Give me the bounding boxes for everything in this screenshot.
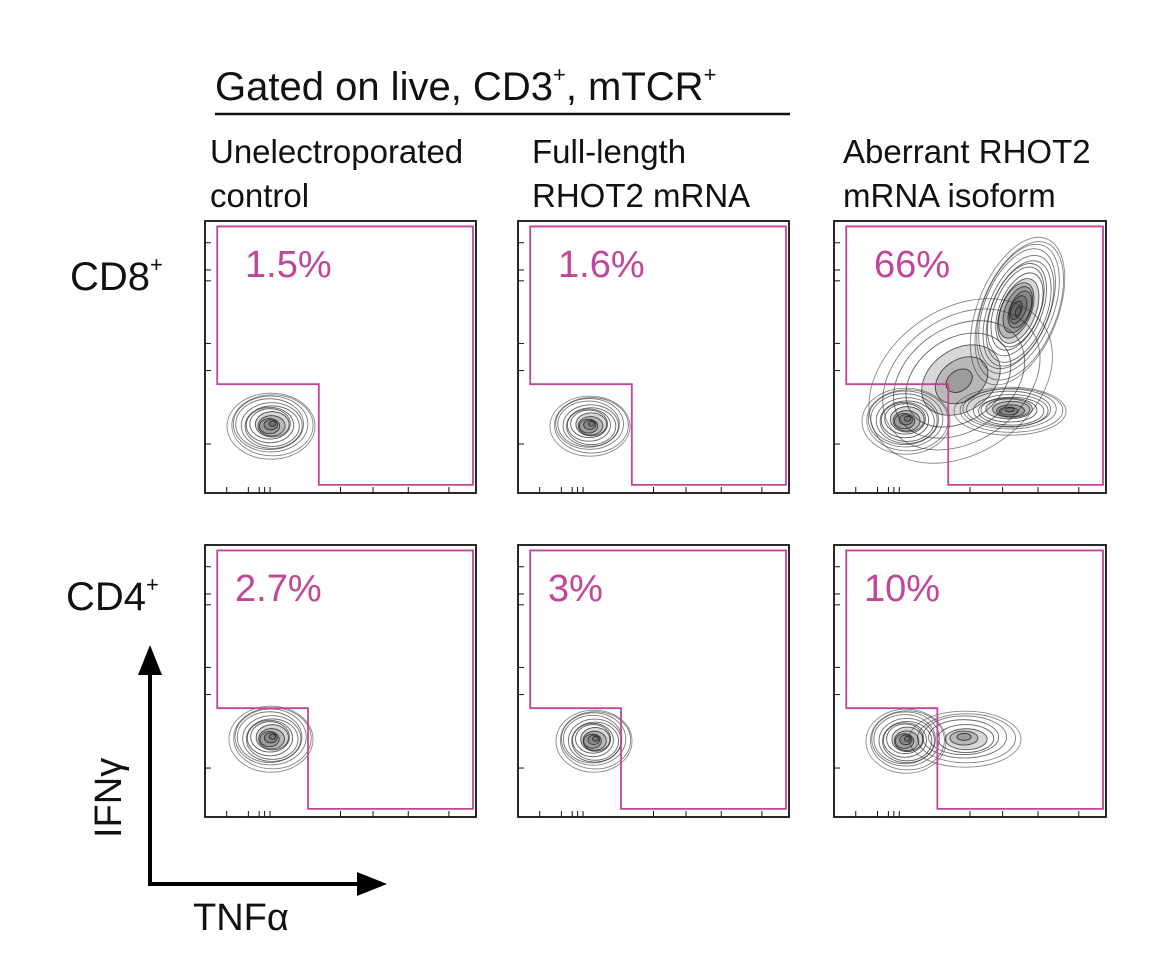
axis-ticks: [205, 566, 450, 817]
gate-percentage: 2.7%: [235, 568, 322, 610]
panel-cd8-aberrant: 66%: [833, 220, 1107, 494]
svg-text:Full-length: Full-length: [532, 133, 686, 170]
panel-cd8-unelectroporated: 1.5%: [204, 220, 477, 494]
axis-ticks: [518, 566, 763, 817]
contour-density: [865, 708, 1022, 774]
gate-outline: [845, 225, 1104, 486]
axis-ticks: [834, 242, 1080, 493]
row-label-cd8: CD8+: [70, 252, 163, 299]
gate-outline: [216, 225, 474, 486]
axis-ticks: [834, 566, 1080, 817]
row-label-cd4: CD4+: [66, 572, 159, 619]
svg-text:RHOT2 mRNA: RHOT2 mRNA: [532, 177, 750, 214]
arrow-right-icon: [357, 872, 387, 896]
svg-text:Aberrant RHOT2: Aberrant RHOT2: [843, 133, 1091, 170]
contour-density: [228, 705, 314, 773]
contour-density: [861, 236, 1067, 464]
header-title: Gated on live, CD3+, mTCR+: [215, 62, 716, 109]
gate-percentage: 1.6%: [558, 244, 645, 286]
column-header-unelectroporated: Unelectroporated control: [210, 133, 463, 214]
y-axis-label: IFNγ: [88, 758, 130, 838]
gate-outline: [529, 225, 787, 486]
gate-percentage: 3%: [548, 568, 603, 610]
contour-density: [555, 709, 633, 773]
gate-outline: [529, 549, 787, 810]
x-axis-label: TNFα: [193, 897, 289, 939]
gate-percentage: 1.5%: [245, 244, 332, 286]
arrow-up-icon: [138, 645, 162, 675]
panel-cd4-full-length: 3%: [517, 544, 790, 818]
column-header-aberrant: Aberrant RHOT2 mRNA isoform: [843, 133, 1091, 214]
panel-cd4-aberrant: 10%: [833, 544, 1107, 818]
panel-cd8-full-length: 1.6%: [517, 220, 790, 494]
gate-outline: [216, 549, 474, 810]
svg-text:control: control: [210, 177, 309, 214]
axis-arrows: [138, 645, 387, 896]
gate-percentage: 66%: [874, 244, 950, 286]
gate-outline: [845, 549, 1104, 810]
axis-ticks: [518, 242, 763, 493]
contour-density: [549, 395, 631, 457]
column-header-full-length: Full-length RHOT2 mRNA: [532, 133, 750, 214]
svg-text:mRNA isoform: mRNA isoform: [843, 177, 1056, 214]
axis-ticks: [205, 242, 450, 493]
svg-text:Unelectroporated: Unelectroporated: [210, 133, 463, 170]
contour-density: [226, 392, 316, 460]
panel-cd4-unelectroporated: 2.7%: [204, 544, 477, 818]
gate-percentage: 10%: [864, 568, 940, 610]
